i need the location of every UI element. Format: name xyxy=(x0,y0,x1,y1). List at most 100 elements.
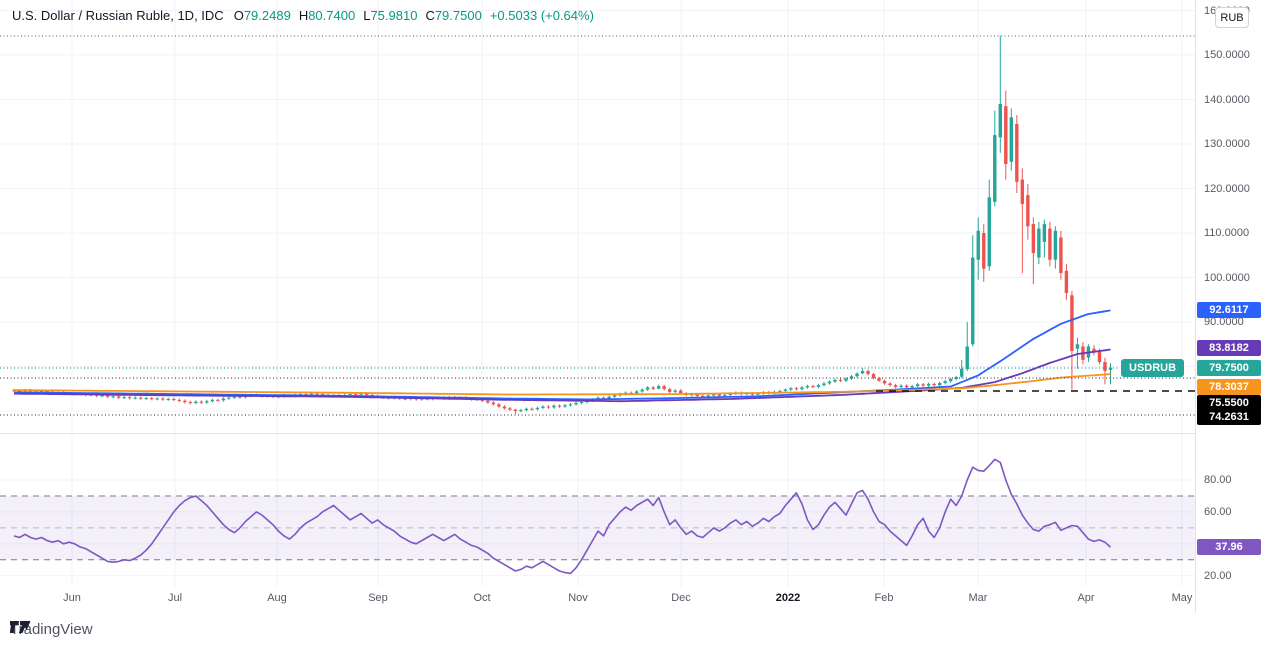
candle-body xyxy=(789,388,793,390)
candle-body xyxy=(541,406,545,408)
candle-body xyxy=(574,402,578,405)
candle-body xyxy=(629,392,633,394)
candle-body xyxy=(353,394,358,396)
currency-toggle-button[interactable]: RUB xyxy=(1215,7,1249,28)
candle-body xyxy=(491,402,496,405)
candle-body xyxy=(1103,362,1107,371)
candle-body xyxy=(238,396,242,398)
candle-body xyxy=(634,391,639,394)
time-axis-label: Nov xyxy=(568,592,588,604)
candle-body xyxy=(849,376,854,379)
candle-body xyxy=(960,368,964,377)
price-pane[interactable] xyxy=(0,0,1195,433)
candle-body xyxy=(723,394,727,396)
tradingview-logo[interactable]: TradingView xyxy=(10,621,93,638)
symbol-title[interactable]: U.S. Dollar / Russian Ruble, 1D, IDC xyxy=(12,8,224,23)
time-axis-label: Apr xyxy=(1077,592,1095,604)
candle-body xyxy=(161,398,165,400)
candle-body xyxy=(1042,224,1047,242)
time-axis-label: May xyxy=(1171,592,1193,604)
price-axis[interactable]: 160.0000150.0000140.0000130.0000120.0000… xyxy=(1196,0,1274,613)
candle-body xyxy=(139,397,143,399)
ohlc-low: L75.9810 xyxy=(363,8,418,23)
candle-body xyxy=(309,393,314,395)
candle-body xyxy=(232,396,237,398)
time-axis-label: 2022 xyxy=(775,592,801,604)
candle-body xyxy=(607,396,611,399)
candle-body xyxy=(987,197,991,267)
candle-body xyxy=(926,383,931,386)
candle-body xyxy=(486,400,490,403)
candle-body xyxy=(667,389,672,392)
candle-body xyxy=(899,385,903,387)
rsi-tick-label: 20.00 xyxy=(1204,569,1232,582)
candle-body xyxy=(579,402,584,404)
price-axis-border xyxy=(1195,0,1196,613)
candle-body xyxy=(105,395,110,397)
candle-body xyxy=(971,257,975,345)
candle-body xyxy=(563,405,567,407)
candle-body xyxy=(155,398,159,400)
candle-body xyxy=(1092,348,1096,351)
candle-body xyxy=(1020,179,1025,205)
candle-body xyxy=(530,408,534,410)
rsi-pane[interactable] xyxy=(0,433,1195,587)
candle-body xyxy=(513,409,518,411)
candle-body xyxy=(150,398,154,400)
time-axis[interactable]: Jun Jul Aug Sep Oct Nov Dec 2022 Feb Mar Apr May xyxy=(0,587,1195,613)
rsi-line xyxy=(13,458,1112,575)
candle-body xyxy=(844,378,848,381)
candle-body xyxy=(348,394,352,396)
candle-body xyxy=(17,390,22,392)
candle-body xyxy=(612,395,617,397)
ohlc-high: H80.7400 xyxy=(298,8,356,23)
candle-body xyxy=(679,390,683,394)
candle-body xyxy=(177,399,181,401)
ohlc-close: C79.7500 xyxy=(425,8,482,23)
ma-orange-line xyxy=(14,373,1111,396)
candle-body xyxy=(364,393,369,395)
price-tick-label: 120.0000 xyxy=(1204,182,1250,195)
candle-body xyxy=(502,406,507,409)
candle-body xyxy=(497,404,501,407)
price-badge-83.8182: 83.8182 xyxy=(1197,340,1261,356)
candle-body xyxy=(822,383,826,386)
candle-body xyxy=(728,393,732,395)
pane-separator[interactable] xyxy=(0,433,1274,434)
candle-body xyxy=(216,399,220,401)
candle-body xyxy=(1009,117,1014,162)
candle-body xyxy=(673,390,677,392)
candle-body xyxy=(1048,228,1052,260)
candle-body xyxy=(877,378,881,381)
candle-body xyxy=(100,395,104,397)
candle-body xyxy=(701,395,705,397)
candle-body xyxy=(1070,295,1074,351)
candle-body xyxy=(524,408,529,411)
candle-body xyxy=(805,386,810,388)
tradingview-logo-icon xyxy=(10,621,31,633)
candle-body xyxy=(144,398,148,400)
candle-body xyxy=(640,389,644,392)
price-tick-label: 90.0000 xyxy=(1204,316,1244,328)
chart-legend: U.S. Dollar / Russian Ruble, 1D, IDC O79.… xyxy=(12,8,594,23)
candle-body xyxy=(1097,350,1102,363)
candle-body xyxy=(116,396,121,398)
candle-body xyxy=(508,408,512,410)
candle-body xyxy=(1053,230,1058,260)
candle-body xyxy=(552,405,556,408)
candle-body xyxy=(712,394,716,396)
candle-body xyxy=(557,405,562,407)
price-badge-74.2631: 74.2631 xyxy=(1197,409,1261,425)
price-tick-label: 140.0000 xyxy=(1204,93,1250,106)
candle-body xyxy=(205,401,209,403)
candle-body xyxy=(965,346,969,370)
price-tick-label: 110.0000 xyxy=(1204,227,1250,239)
time-axis-label: Mar xyxy=(968,592,988,604)
candle-body xyxy=(651,387,655,389)
price-badge-78.3037: 78.3037 xyxy=(1197,379,1261,395)
candle-body xyxy=(546,406,551,408)
candle-body xyxy=(188,402,193,404)
time-axis-label: Oct xyxy=(473,592,491,604)
candle-body xyxy=(800,387,804,390)
